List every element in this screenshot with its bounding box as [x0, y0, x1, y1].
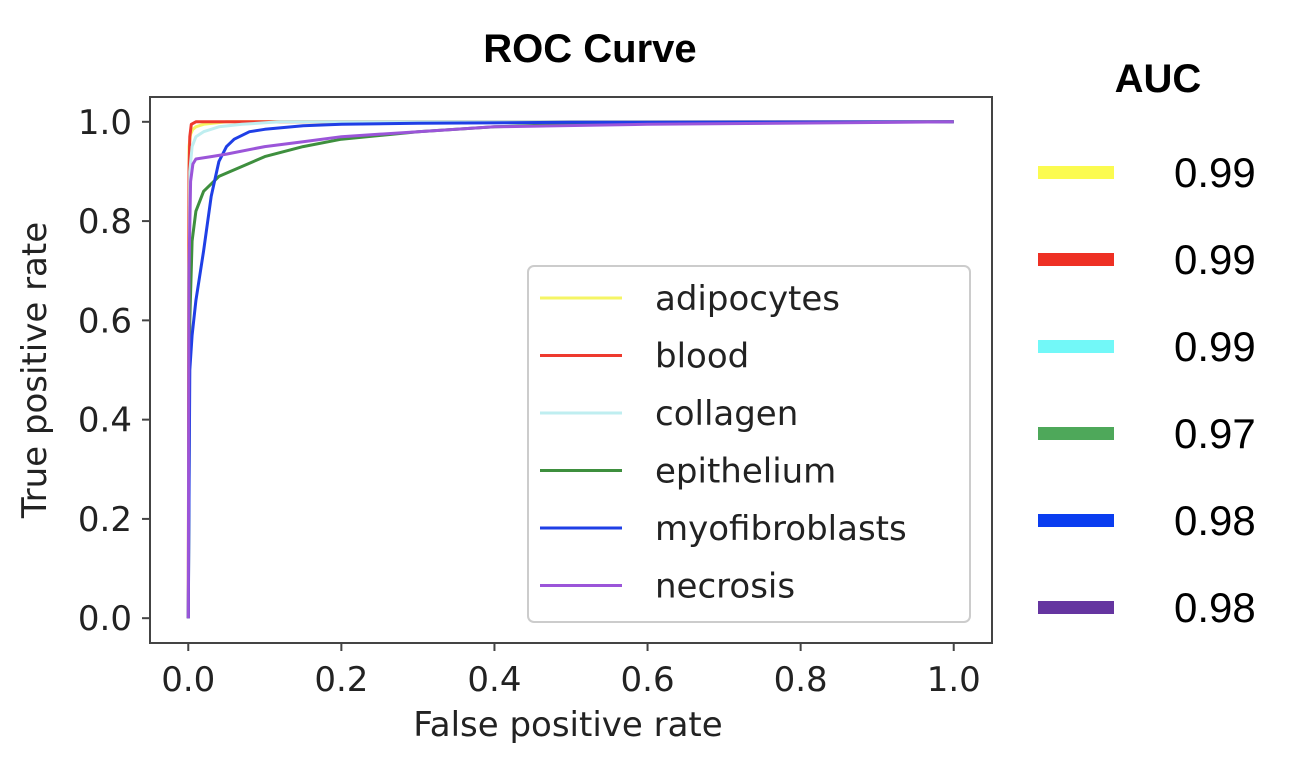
- x-tick-label: 0.8: [774, 660, 828, 700]
- auc-swatch: [1038, 253, 1114, 266]
- auc-swatch: [1038, 601, 1114, 614]
- auc-value: 0.99: [1174, 236, 1256, 283]
- auc-swatch: [1038, 427, 1114, 440]
- y-tick-label: 0.4: [78, 401, 132, 441]
- auc-value: 0.99: [1174, 149, 1256, 196]
- legend: adipocytes blood collagen epithelium myofibr…: [540, 279, 907, 607]
- y-tick-label: 0.8: [78, 202, 132, 242]
- y-tick-label: 0.2: [78, 500, 132, 540]
- x-tick-label: 0.2: [314, 660, 368, 700]
- legend-label-necrosis: necrosis: [655, 567, 795, 607]
- auc-value: 0.98: [1174, 584, 1256, 631]
- y-axis-ticks: 0.0 0.2 0.4 0.6 0.8 1.0: [78, 103, 150, 639]
- y-tick-label: 0.0: [78, 599, 132, 639]
- x-axis-label: False positive rate: [413, 705, 722, 745]
- auc-value: 0.97: [1174, 410, 1256, 457]
- auc-swatch: [1038, 340, 1114, 353]
- legend-label-adipocytes: adipocytes: [655, 279, 840, 319]
- legend-label-collagen: collagen: [655, 394, 798, 434]
- roc-curve-collagen: [186, 120, 954, 619]
- auc-panel: 0.99 0.99 0.99 0.97 0.98 0.98: [1038, 149, 1256, 631]
- x-tick-label: 0.6: [621, 660, 675, 700]
- auc-value: 0.98: [1174, 497, 1256, 544]
- legend-box: [527, 265, 971, 623]
- plot-frame: [149, 96, 993, 644]
- auc-swatch: [1038, 514, 1114, 527]
- legend-label-epithelium: epithelium: [655, 452, 836, 492]
- y-tick-label: 0.6: [78, 301, 132, 341]
- x-tick-label: 1.0: [927, 660, 981, 700]
- auc-value: 0.99: [1174, 323, 1256, 370]
- y-tick-label: 1.0: [78, 103, 132, 143]
- legend-label-blood: blood: [655, 337, 749, 377]
- chart-title: ROC Curve: [483, 27, 696, 71]
- curves-group: [186, 120, 954, 619]
- roc-curve-necrosis: [186, 120, 954, 619]
- x-tick-label: 0.0: [161, 660, 215, 700]
- auc-heading: AUC: [1115, 57, 1202, 101]
- roc-curve-myofibroblasts: [186, 120, 954, 619]
- auc-swatch: [1038, 166, 1114, 179]
- y-axis-label: True positive rate: [15, 222, 55, 519]
- legend-label-myofibroblasts: myofibroblasts: [655, 509, 907, 549]
- x-axis-ticks: 0.0 0.2 0.4 0.6 0.8 1.0: [161, 643, 981, 700]
- x-tick-label: 0.4: [467, 660, 521, 700]
